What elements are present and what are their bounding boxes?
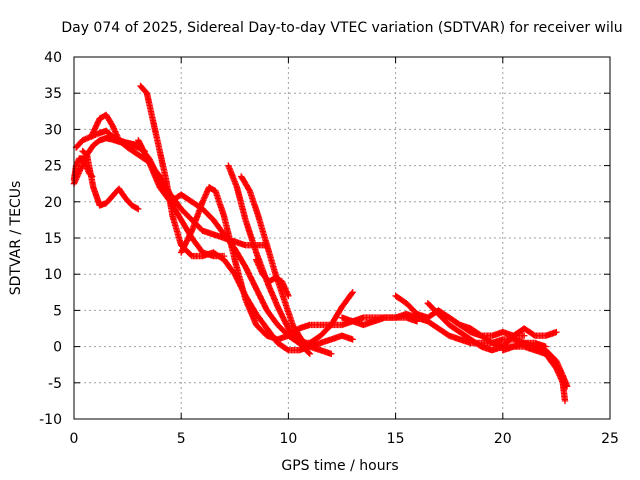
series-markers xyxy=(253,256,292,300)
series-sat-g xyxy=(135,137,356,347)
series-sat-p xyxy=(499,339,571,390)
series-markers xyxy=(79,147,142,213)
series-markers xyxy=(499,339,571,390)
series-sat-c xyxy=(79,147,142,213)
x-tick-label: 20 xyxy=(494,431,512,447)
x-tick-label: 10 xyxy=(279,431,297,447)
grid xyxy=(74,57,610,419)
y-tick-label: 10 xyxy=(44,267,62,283)
y-tick-label: 30 xyxy=(44,122,62,138)
data-series xyxy=(70,82,571,405)
plot-frame xyxy=(73,56,611,420)
x-tick-label: 15 xyxy=(387,431,405,447)
chart-title: Day 074 of 2025, Sidereal Day-to-day VTE… xyxy=(61,20,622,36)
series-markers xyxy=(238,173,335,357)
series-sat-o xyxy=(446,314,569,405)
y-tick-label: 15 xyxy=(44,231,62,247)
y-tick-label: 5 xyxy=(53,303,62,319)
x-axis-label: GPS time / hours xyxy=(281,458,398,474)
y-tick-label: 20 xyxy=(44,195,62,211)
x-tick-label: 0 xyxy=(70,431,79,447)
series-markers xyxy=(135,137,356,347)
series-markers xyxy=(424,300,560,354)
y-tick-label: 40 xyxy=(44,50,62,66)
axis-ticks: 0 5 10 15 20 25 -10 -5 0 5 10 15 20 25 30 35 40 xyxy=(39,50,619,447)
y-tick-label: -10 xyxy=(39,412,62,428)
series-sat-n xyxy=(424,300,560,354)
series-sat-j xyxy=(238,173,335,357)
y-axis-label: SDTVAR / TECUs xyxy=(8,181,24,296)
y-tick-label: 25 xyxy=(44,159,62,175)
x-tick-label: 5 xyxy=(177,431,186,447)
x-tick-label: 25 xyxy=(601,431,619,447)
y-tick-label: -5 xyxy=(48,376,62,392)
y-tick-label: 0 xyxy=(53,340,62,356)
y-tick-label: 35 xyxy=(44,86,62,102)
series-markers xyxy=(446,314,569,405)
series-sat-k xyxy=(253,256,292,300)
